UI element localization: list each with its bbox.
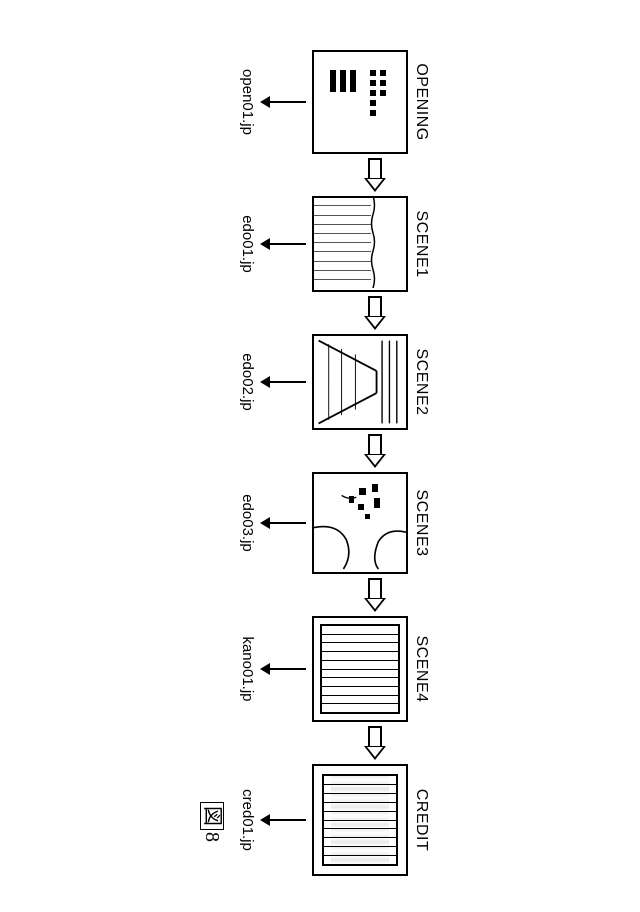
scene-thumbnail — [312, 196, 408, 292]
file-pointer: kano01.jp — [239, 636, 306, 701]
figure-label: 図8 — [200, 802, 229, 842]
scene-4: SCENE4 kano01.jp — [239, 616, 430, 722]
scene-title: SCENE4 — [412, 635, 430, 702]
scene-2: SCENE2 — [239, 334, 430, 430]
scene-title: SCENE3 — [412, 489, 430, 556]
scene-thumbnail — [312, 50, 408, 154]
scene-thumbnail — [312, 764, 408, 876]
rotated-diagram: OPENING open01.jp — [0, 0, 640, 912]
scene-opening: OPENING open01.jp — [239, 50, 430, 154]
scene-title: SCENE2 — [412, 348, 430, 415]
scene-3: SCENE3 — [239, 472, 430, 574]
file-label: edo03.jp — [239, 494, 256, 552]
scene-1: SCENE1 — [239, 196, 430, 292]
scene-title: CREDIT — [412, 789, 430, 852]
opening-art — [334, 70, 386, 134]
file-pointer: edo01.jp — [239, 215, 306, 273]
flow-arrow — [320, 726, 430, 760]
flow-arrow — [320, 578, 430, 612]
flow-arrow — [320, 158, 430, 192]
scene-credit: CREDIT cred01.jp — [239, 764, 430, 876]
scene-thumbnail — [312, 472, 408, 574]
scene-flow-row: OPENING open01.jp — [239, 50, 430, 876]
page: OPENING open01.jp — [0, 0, 640, 912]
scene3-art — [314, 474, 406, 572]
file-pointer: edo03.jp — [239, 494, 306, 552]
file-label: edo01.jp — [239, 215, 256, 273]
credit-art — [322, 774, 398, 866]
file-pointer: cred01.jp — [239, 789, 306, 851]
scene-title: OPENING — [412, 63, 430, 140]
file-pointer: open01.jp — [239, 69, 306, 135]
scene2-art — [314, 336, 406, 428]
scene1-art — [314, 198, 406, 290]
file-label: kano01.jp — [239, 636, 256, 701]
scene4-art — [320, 624, 400, 714]
file-label: open01.jp — [239, 69, 256, 135]
scene-title: SCENE1 — [412, 210, 430, 277]
file-label: cred01.jp — [239, 789, 256, 851]
scene-thumbnail — [312, 334, 408, 430]
flow-arrow — [320, 296, 430, 330]
scene-thumbnail — [312, 616, 408, 722]
file-pointer: edo02.jp — [239, 353, 306, 411]
flow-arrow — [320, 434, 430, 468]
file-label: edo02.jp — [239, 353, 256, 411]
